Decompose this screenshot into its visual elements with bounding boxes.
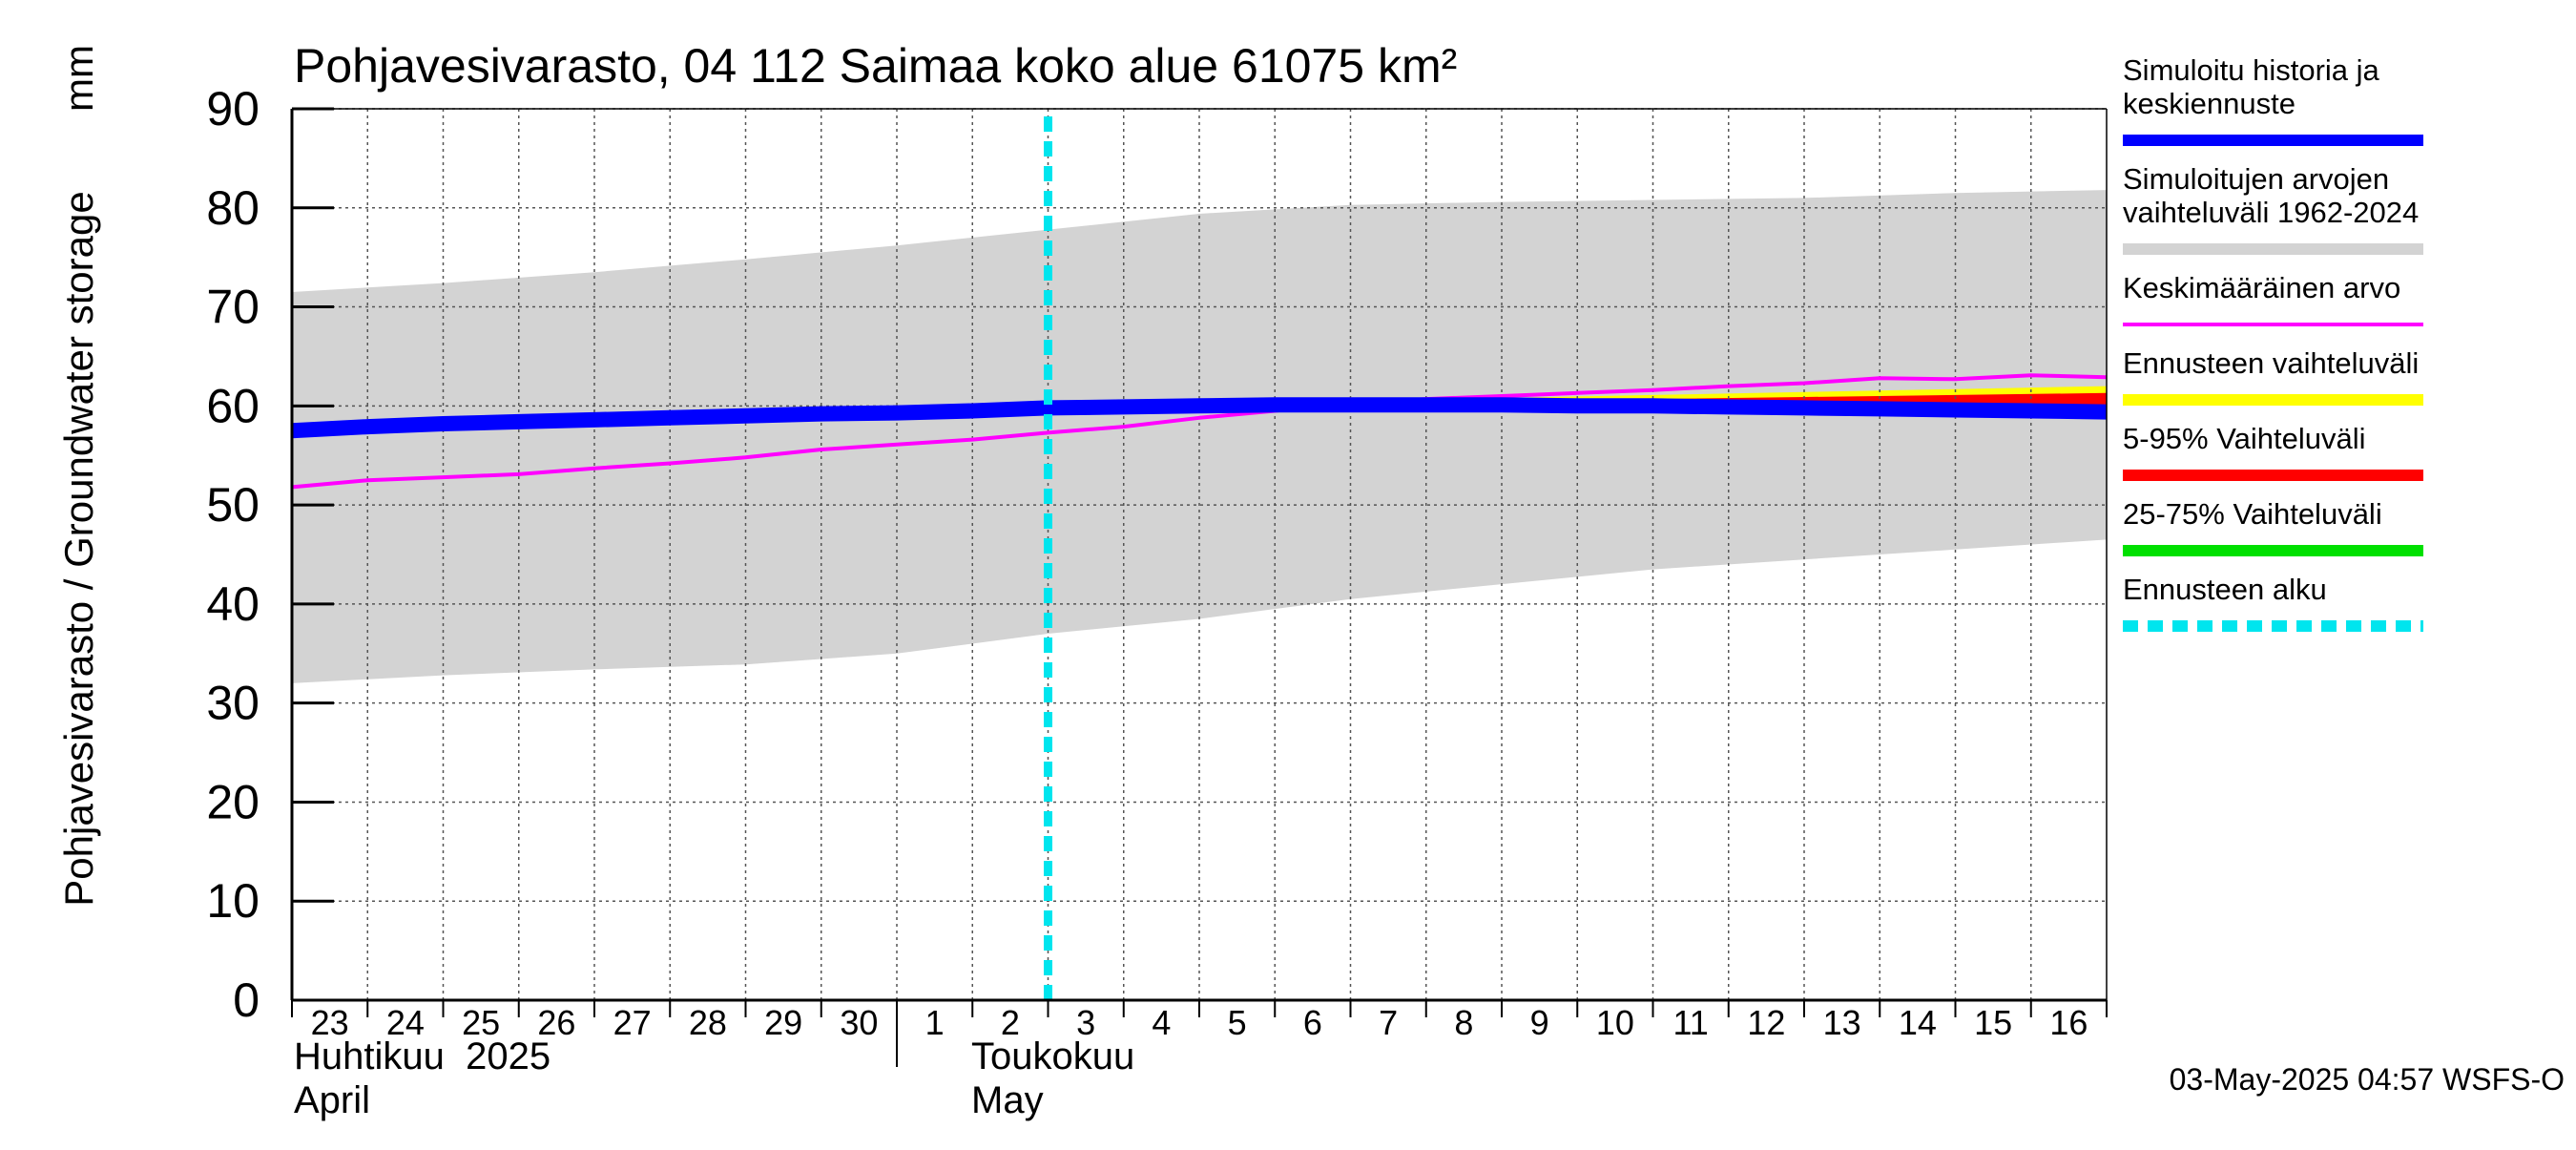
y-tick-label: 40 — [206, 577, 260, 631]
y-tick-label: 20 — [206, 775, 260, 828]
series-line-0 — [291, 373, 2108, 490]
x-tick-label: 13 — [1823, 1003, 1861, 1042]
y-axis-unit: mm — [56, 45, 101, 112]
chart-title: Pohjavesivarasto, 04 112 Saimaa koko alu… — [294, 39, 1457, 93]
x-tick-label: 14 — [1899, 1003, 1937, 1042]
legend-label-5: 25-75% Vaihteluväli — [2123, 497, 2382, 531]
x-tick-label: 7 — [1379, 1003, 1398, 1042]
x-tick-label: 30 — [840, 1003, 878, 1042]
x-tick-label: 3 — [1076, 1003, 1095, 1042]
month-label-fi-1: Toukokuu — [971, 1035, 1134, 1077]
y-tick-label: 90 — [206, 82, 260, 136]
x-tick-label: 25 — [462, 1003, 500, 1042]
y-tick-label: 50 — [206, 478, 260, 532]
y-axis-label: Pohjavesivarasto / Groundwater storage — [56, 191, 101, 906]
timestamp: 03-May-2025 04:57 WSFS-O — [2170, 1062, 2565, 1097]
x-tick-label: 23 — [311, 1003, 349, 1042]
y-tick-label: 30 — [206, 677, 260, 730]
x-tick-label: 8 — [1454, 1003, 1473, 1042]
month-label-en-1: May — [971, 1079, 1044, 1121]
legend-label-1: Simuloitujen arvojen vaihteluväli 1962-20… — [2123, 162, 2419, 229]
lines-layer — [291, 116, 2108, 1000]
x-tick-label: 2 — [1001, 1003, 1020, 1042]
legend-label-6: Ennusteen alku — [2123, 573, 2327, 606]
legend-label-2: Keskimääräinen arvo — [2123, 271, 2400, 304]
x-tick-label: 15 — [1974, 1003, 2012, 1042]
y-tick-label: 60 — [206, 379, 260, 432]
x-tick-label: 9 — [1530, 1003, 1549, 1042]
y-tick-label: 80 — [206, 181, 260, 235]
x-tick-label: 4 — [1152, 1003, 1171, 1042]
x-tick-label: 10 — [1596, 1003, 1634, 1042]
x-tick-label: 1 — [925, 1003, 945, 1042]
y-tick-label: 10 — [206, 874, 260, 928]
legend-label-0: Simuloitu historia ja keskiennuste — [2123, 53, 2380, 120]
x-tick-label: 6 — [1303, 1003, 1322, 1042]
x-tick-label: 28 — [689, 1003, 727, 1042]
series-line-1 — [291, 397, 2108, 439]
x-tick-label: 24 — [386, 1003, 425, 1042]
x-tick-label: 11 — [1672, 1003, 1708, 1042]
legend-label-4: 5-95% Vaihteluväli — [2123, 422, 2365, 455]
y-tick-label: 70 — [206, 281, 260, 334]
legend: Simuloitu historia ja keskiennuste Simuloi… — [2123, 53, 2423, 632]
x-tick-label: 26 — [537, 1003, 575, 1042]
grid-layer — [292, 108, 2107, 1000]
y-tick-label: 0 — [233, 973, 260, 1027]
x-tick-label: 12 — [1747, 1003, 1785, 1042]
x-tick-label: 27 — [613, 1003, 652, 1042]
x-tick-label: 5 — [1228, 1003, 1247, 1042]
x-tick-label: 29 — [764, 1003, 802, 1042]
month-label-fi-0: Huhtikuu 2025 — [294, 1035, 551, 1077]
legend-label-3: Ennusteen vaihteluväli — [2123, 346, 2419, 380]
x-tick-label: 16 — [2049, 1003, 2088, 1042]
month-label-en-0: April — [294, 1079, 370, 1121]
